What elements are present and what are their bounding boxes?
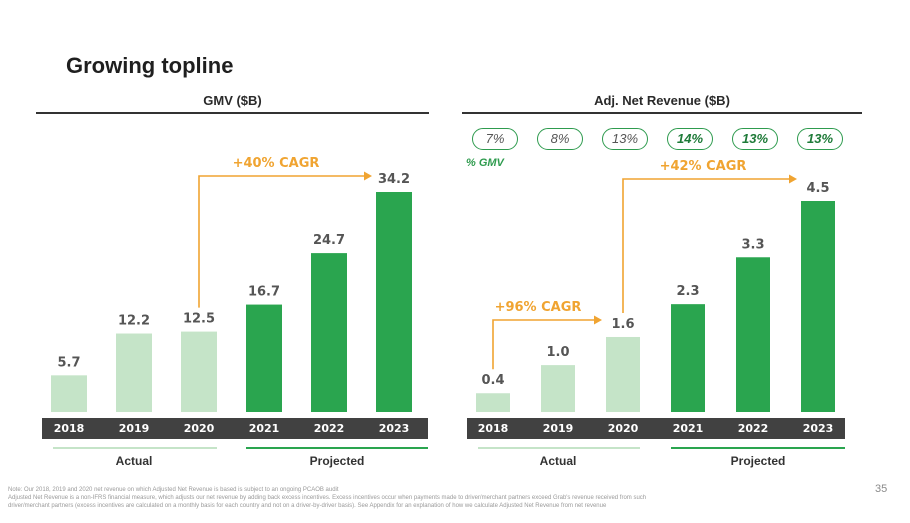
data-label-2023: 4.5	[806, 181, 829, 196]
bar-2020	[181, 331, 217, 412]
bar-2019	[116, 333, 152, 412]
cagr-arrow-line	[198, 175, 365, 308]
bar-2018	[51, 375, 87, 412]
footnote-line: Adjusted Net Revenue is a non-IFRS finan…	[8, 495, 647, 501]
footnote-line: driver/merchant partners (excess incenti…	[8, 503, 607, 509]
data-label-2023: 34.2	[378, 172, 410, 187]
data-label-2022: 3.3	[741, 237, 764, 252]
tick-label-2020: 2020	[608, 422, 639, 435]
tick-label-2023: 2023	[803, 422, 834, 435]
year-axis-band	[42, 418, 428, 439]
bar-2018	[476, 393, 510, 412]
pct-gmv-pill-2020: 13%	[602, 128, 648, 150]
tick-label-2020: 2020	[184, 422, 215, 435]
revenue-chart-title: Adj. Net Revenue ($B)	[594, 93, 730, 108]
cagr-label: +96% CAGR	[495, 300, 582, 315]
cagr-arrow-head	[364, 171, 372, 181]
pct-gmv-pill-2018: 7%	[472, 128, 518, 150]
data-label-2021: 16.7	[248, 285, 280, 300]
actual-group-label: Actual	[116, 454, 153, 468]
tick-label-2022: 2022	[314, 422, 345, 435]
projected-group-label: Projected	[310, 454, 365, 468]
year-axis-band	[467, 418, 845, 439]
data-label-2018: 0.4	[481, 373, 504, 388]
footnote-line: Note: Our 2018, 2019 and 2020 net revenu…	[8, 487, 339, 493]
tick-label-2018: 2018	[478, 422, 509, 435]
pct-gmv-label: % GMV	[466, 157, 504, 169]
bar-2023	[801, 201, 835, 412]
page-number: 35	[875, 483, 888, 495]
tick-label-2023: 2023	[379, 422, 410, 435]
projected-group-label: Projected	[731, 454, 786, 468]
bar-2021	[671, 304, 705, 412]
bar-2023	[376, 192, 412, 412]
data-label-2022: 24.7	[313, 233, 345, 248]
tick-label-2018: 2018	[54, 422, 85, 435]
data-label-2021: 2.3	[676, 284, 699, 299]
gmv-chart-title: GMV ($B)	[203, 93, 262, 108]
pct-gmv-pill-2021: 14%	[667, 128, 713, 150]
bar-2019	[541, 365, 575, 412]
cagr-arrow-head	[789, 174, 797, 184]
pct-gmv-pill-2019: 8%	[537, 128, 583, 150]
tick-label-2021: 2021	[673, 422, 704, 435]
cagr-arrow-head	[594, 315, 602, 325]
revenue-title-rule	[462, 112, 862, 114]
data-label-2018: 5.7	[57, 355, 80, 370]
cagr-label: +42% CAGR	[660, 159, 747, 174]
bar-2022	[311, 253, 347, 412]
data-label-2019: 1.0	[546, 345, 569, 360]
cagr-label: +40% CAGR	[233, 156, 320, 171]
cagr-arrow-line	[622, 178, 790, 313]
bar-2020	[606, 336, 640, 412]
tick-label-2021: 2021	[249, 422, 280, 435]
gmv-title-rule	[36, 112, 429, 114]
page-title: Growing topline	[66, 53, 234, 78]
actual-group-label: Actual	[540, 454, 577, 468]
bar-2021	[246, 304, 282, 412]
pct-gmv-pill-2022: 13%	[732, 128, 778, 150]
footnote: Note: Our 2018, 2019 and 2020 net revenu…	[8, 486, 848, 510]
cagr-arrow-line	[492, 319, 595, 370]
bar-2022	[736, 257, 770, 412]
tick-label-2019: 2019	[543, 422, 574, 435]
tick-label-2022: 2022	[738, 422, 769, 435]
pct-gmv-pill-2023: 13%	[797, 128, 843, 150]
data-label-2020: 12.5	[183, 312, 215, 327]
data-label-2020: 1.6	[611, 317, 634, 332]
tick-label-2019: 2019	[119, 422, 150, 435]
data-label-2019: 12.2	[118, 314, 150, 329]
